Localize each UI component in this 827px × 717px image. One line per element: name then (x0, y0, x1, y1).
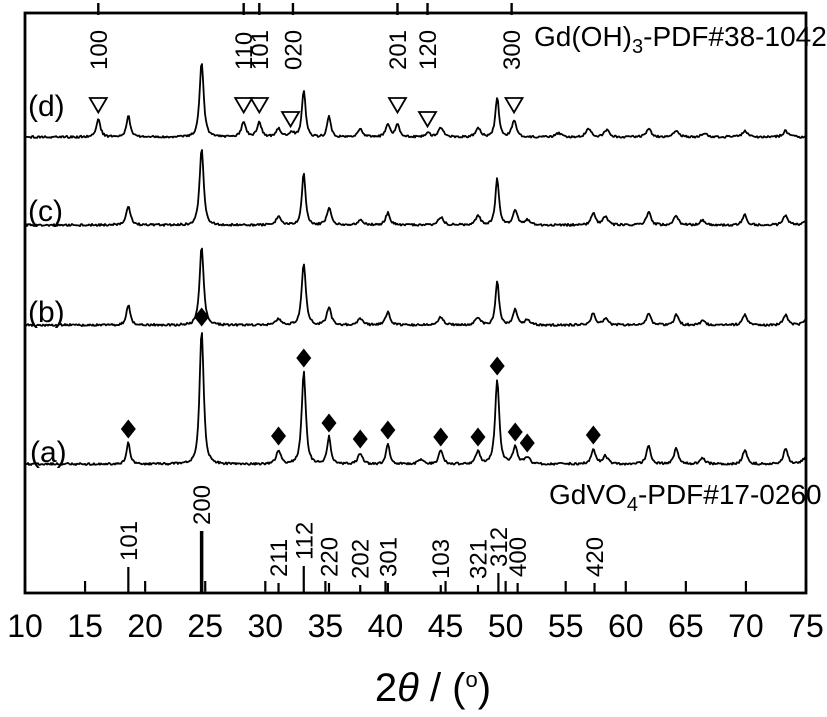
series-label-d: (d) (28, 90, 65, 123)
diamond-marker (296, 348, 312, 368)
axis-title: 2θ / (o) (375, 666, 491, 710)
diamond-marker (352, 429, 368, 449)
gdoh3-hkl-label: 300 (499, 30, 526, 70)
x-tick-label: 50 (488, 608, 524, 644)
x-tick-label: 60 (608, 608, 644, 644)
triangle-marker (503, 97, 525, 115)
x-tick-label: 45 (428, 608, 464, 644)
gdoh3-hkl-label: 020 (280, 30, 307, 70)
diamond-marker (507, 422, 523, 442)
triangle-marker (387, 97, 408, 115)
triangle-marker (417, 111, 438, 129)
gdoh3-hkl-label: 100 (86, 30, 113, 70)
diamond-marker (194, 307, 210, 327)
x-tick-label: 75 (788, 608, 824, 644)
gdvo4-hkl-label: 420 (582, 537, 609, 577)
series-label-a: (a) (30, 436, 67, 469)
gdvo4-hkl-label: 211 (266, 539, 293, 577)
diamond-marker (271, 426, 287, 446)
diamond-marker (585, 425, 601, 445)
diamond-marker (470, 427, 486, 447)
x-tick-label: 25 (187, 608, 223, 644)
triangle-marker (280, 111, 301, 129)
x-tick-label: 35 (308, 608, 344, 644)
series-label-b: (b) (28, 296, 65, 329)
diamond-marker (489, 356, 505, 376)
gdvo4-hkl-label: 220 (316, 537, 343, 577)
series-label-c: (c) (28, 195, 63, 228)
diamond-marker (433, 427, 449, 447)
gdvo4-hkl-label: 400 (505, 537, 532, 577)
plot-border (23, 11, 808, 595)
x-tick-label: 15 (67, 608, 103, 644)
diamond-marker (321, 413, 337, 433)
gdvo4-hkl-label: 301 (375, 537, 402, 577)
xrd-curve-d (24, 63, 807, 139)
x-tick-label: 65 (668, 608, 704, 644)
gdoh3-hkl-label: 110 (231, 32, 258, 70)
xrd-curve-c (24, 149, 807, 228)
gdvo4-hkl-label: 202 (348, 539, 375, 579)
x-tick-label: 10 (7, 608, 43, 644)
xrd-curve-b (24, 247, 807, 328)
pdf-label-gdvo4: GdVO4-PDF#17-0260 (549, 479, 822, 516)
pdf-label-gdoh3: Gd(OH)3-PDF#38-1042 (534, 21, 827, 58)
x-tick-label: 70 (728, 608, 764, 644)
xrd-curve-a (24, 332, 807, 466)
diamond-marker (519, 433, 535, 453)
x-tick-label: 30 (248, 608, 284, 644)
gdvo4-hkl-label: 321 (465, 539, 492, 579)
diamond-marker (120, 419, 136, 439)
gdoh3-hkl-label: 201 (385, 30, 412, 70)
x-tick-label: 20 (127, 608, 163, 644)
gdvo4-hkl-label: 312 (486, 527, 513, 567)
gdvo4-hkl-label: 103 (428, 539, 455, 579)
gdoh3-hkl-label: 120 (415, 30, 442, 70)
diamond-marker (380, 420, 396, 440)
x-tick-label: 40 (368, 608, 404, 644)
triangle-marker (88, 97, 109, 115)
gdoh3-hkl-label: 101 (247, 30, 274, 70)
x-tick-label: 55 (548, 608, 584, 644)
gdvo4-hkl-label: 101 (116, 521, 143, 561)
triangle-marker (233, 97, 254, 115)
triangle-marker (249, 97, 270, 115)
gdvo4-hkl-label: 200 (189, 485, 216, 525)
gdvo4-hkl-label: 112 (291, 522, 318, 560)
